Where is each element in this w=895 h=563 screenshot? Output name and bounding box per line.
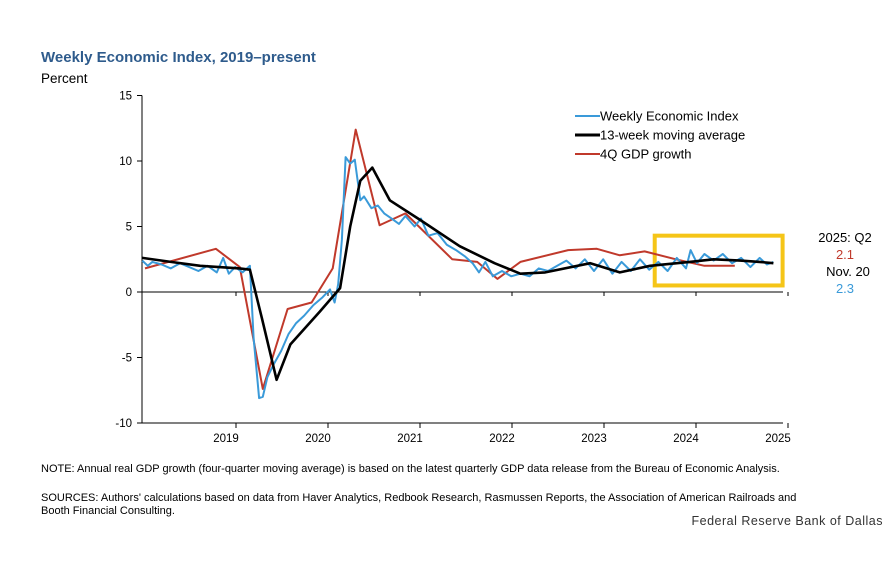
highlight-box bbox=[652, 233, 785, 288]
y-tick-label: 0 bbox=[126, 287, 132, 299]
y-tick-label: 10 bbox=[119, 156, 132, 168]
series-line-13-week-moving-average bbox=[142, 166, 774, 382]
x-tick-label: 2020 bbox=[305, 433, 331, 445]
legend-label: Weekly Economic Index bbox=[600, 109, 739, 124]
series-line-weekly-economic-index bbox=[141, 156, 774, 400]
gdp-latest-value: 2.1 bbox=[836, 247, 854, 262]
y-tick-label: 15 bbox=[119, 91, 132, 103]
chart-credit: Federal Reserve Bank of Dallas bbox=[691, 514, 883, 528]
chart-title: Weekly Economic Index, 2019–present bbox=[41, 49, 316, 66]
wei-latest-value: 2.3 bbox=[836, 281, 854, 296]
x-tick-label: 2019 bbox=[213, 433, 239, 445]
y-tick-label: 5 bbox=[126, 222, 132, 234]
y-axis-label: Percent bbox=[41, 71, 88, 86]
series-line-4q-gdp-growth bbox=[144, 128, 735, 390]
legend-label: 13-week moving average bbox=[600, 128, 745, 143]
x-tick-label: 2025 bbox=[765, 433, 791, 445]
x-tick-label: 2022 bbox=[489, 433, 515, 445]
y-tick-label: -5 bbox=[122, 353, 132, 365]
x-tick-label: 2024 bbox=[673, 433, 699, 445]
gdp-period-label: 2025: Q2 bbox=[818, 230, 872, 245]
chart-note: NOTE: Annual real GDP growth (four-quart… bbox=[41, 463, 780, 475]
x-tick-label: 2021 bbox=[397, 433, 423, 445]
x-tick-label: 2023 bbox=[581, 433, 607, 445]
y-tick-label: -10 bbox=[115, 418, 132, 430]
legend-label: 4Q GDP growth bbox=[600, 147, 692, 162]
chart-sources: SOURCES: Authors' calculations based on … bbox=[41, 492, 797, 517]
wei-date-label: Nov. 20 bbox=[826, 264, 870, 279]
